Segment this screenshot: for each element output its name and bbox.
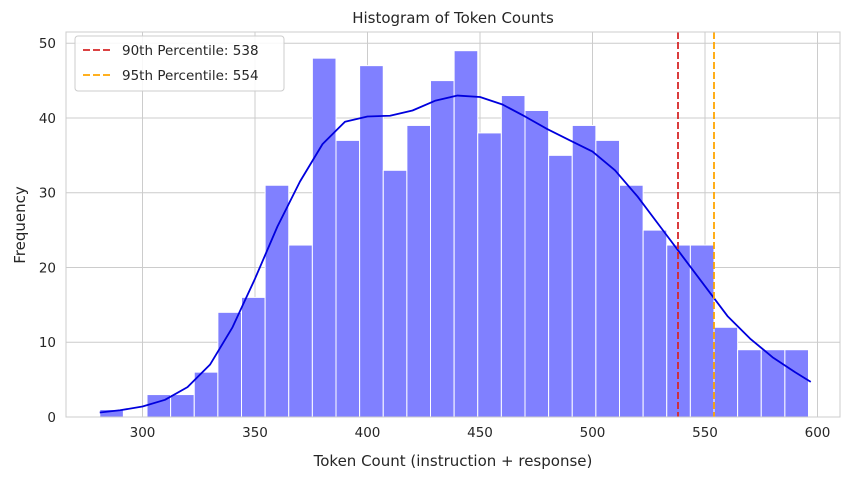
x-tick-label: 450	[467, 425, 493, 441]
histogram-bar	[571, 124, 597, 418]
percentile-lines	[677, 32, 715, 417]
x-tick-label: 400	[355, 425, 381, 441]
histogram-bar	[382, 169, 408, 418]
x-tick-label: 600	[805, 425, 831, 441]
legend-box	[74, 35, 285, 92]
histogram-bar	[406, 124, 431, 418]
histogram-bar	[430, 80, 455, 418]
histogram-bar	[241, 296, 266, 418]
histogram-bar	[713, 326, 739, 418]
y-tick-label: 50	[39, 36, 56, 52]
legend-label: 95th Percentile: 554	[122, 68, 259, 84]
histogram-bar	[737, 349, 762, 418]
kde-curve	[99, 94, 812, 414]
legend: 90th Percentile: 538 95th Percentile: 554	[74, 35, 285, 92]
kde-curve-group	[99, 94, 812, 414]
x-tick-label: 350	[242, 425, 268, 441]
histogram-bar	[548, 154, 573, 418]
histogram-bar	[784, 349, 809, 418]
histogram-bar	[193, 371, 219, 418]
y-tick-label: 20	[39, 260, 56, 276]
histogram-bar	[170, 394, 195, 418]
histogram-bar	[666, 244, 691, 418]
histogram-bar	[642, 229, 668, 418]
histogram-bar	[500, 95, 526, 418]
y-tick-label: 0	[47, 410, 56, 426]
histogram-bar	[760, 349, 786, 418]
x-tick-label: 500	[580, 425, 606, 441]
histogram-bar	[619, 184, 644, 418]
plot-frame	[65, 31, 841, 418]
histogram-bar	[288, 244, 313, 418]
histogram-bar	[524, 109, 550, 418]
y-tick-label: 40	[39, 111, 56, 127]
legend-label: 90th Percentile: 538	[122, 43, 259, 59]
histogram-bar	[264, 184, 290, 418]
x-tick-labels: 300 350 400 450 500 550 600	[130, 425, 831, 441]
x-axis-label: Token Count (instruction + response)	[313, 452, 593, 470]
histogram-bar	[311, 57, 337, 418]
histogram-bar	[477, 132, 502, 418]
histogram-bar	[335, 139, 361, 418]
y-tick-label: 30	[39, 186, 56, 202]
x-tick-label: 550	[692, 425, 718, 441]
x-tick-label: 300	[130, 425, 156, 441]
histogram-bar	[217, 311, 242, 418]
y-tick-labels: 0 10 20 30 40 50	[39, 36, 56, 426]
y-axis-label: Frequency	[11, 186, 29, 264]
chart-title: Histogram of Token Counts	[352, 9, 554, 27]
histogram-bar	[453, 50, 479, 418]
histogram-bar	[595, 139, 620, 418]
y-tick-label: 10	[39, 335, 56, 351]
